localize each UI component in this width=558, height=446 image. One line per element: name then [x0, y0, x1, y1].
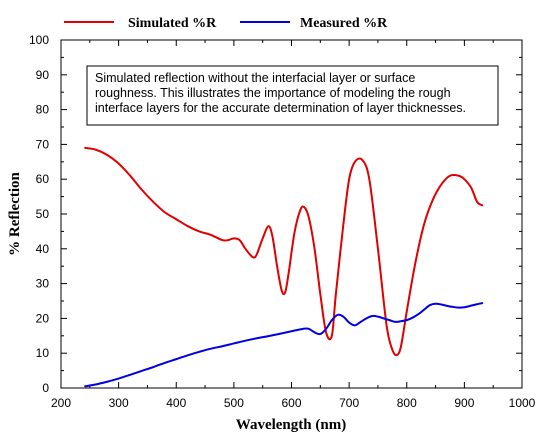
y-tick-label: 70 — [36, 137, 50, 151]
annotation-box: Simulated reflection without the interfa… — [86, 65, 499, 126]
legend-label-measured: Measured %R — [300, 16, 388, 31]
y-tick-label: 50 — [36, 207, 50, 221]
x-tick-label: 600 — [281, 396, 301, 410]
x-tick-label: 800 — [397, 396, 417, 410]
y-tick-label: 90 — [36, 68, 50, 82]
x-tick-label: 200 — [51, 396, 71, 410]
y-tick-label: 30 — [36, 277, 50, 291]
y-axis-title: % Reflection — [7, 171, 23, 255]
y-axis-ticks: 0 10 20 30 40 50 60 70 80 90 100 — [29, 33, 522, 395]
y-tick-label: 60 — [36, 172, 50, 186]
x-tick-label: 700 — [339, 396, 359, 410]
x-tick-label: 900 — [454, 396, 474, 410]
x-axis-ticks: 200 300 400 500 600 700 800 900 1000 — [51, 40, 536, 410]
y-tick-label: 80 — [36, 103, 50, 117]
y-tick-label: 0 — [42, 381, 49, 395]
x-tick-label: 1000 — [509, 396, 536, 410]
x-tick-label: 400 — [166, 396, 186, 410]
y-tick-label: 20 — [36, 311, 50, 325]
x-axis-title: Wavelength (nm) — [236, 417, 346, 433]
y-tick-label: 100 — [29, 33, 49, 47]
series-line-measured — [84, 302, 484, 388]
annotation-border — [86, 65, 499, 126]
series-group — [84, 146, 484, 388]
y-tick-label: 40 — [36, 242, 50, 256]
legend-label-simulated: Simulated %R — [128, 16, 217, 31]
series-line-simulated — [84, 146, 484, 357]
annotation-line-2: roughness. This illustrates the importan… — [95, 86, 451, 100]
annotation-line-1: Simulated reflection without the interfa… — [95, 71, 415, 85]
y-tick-label: 10 — [36, 346, 50, 360]
annotation-line-3: interface layers for the accurate determ… — [95, 101, 466, 115]
legend: Simulated %R Measured %R — [64, 16, 388, 31]
x-tick-label: 500 — [224, 396, 244, 410]
x-tick-label: 300 — [109, 396, 129, 410]
